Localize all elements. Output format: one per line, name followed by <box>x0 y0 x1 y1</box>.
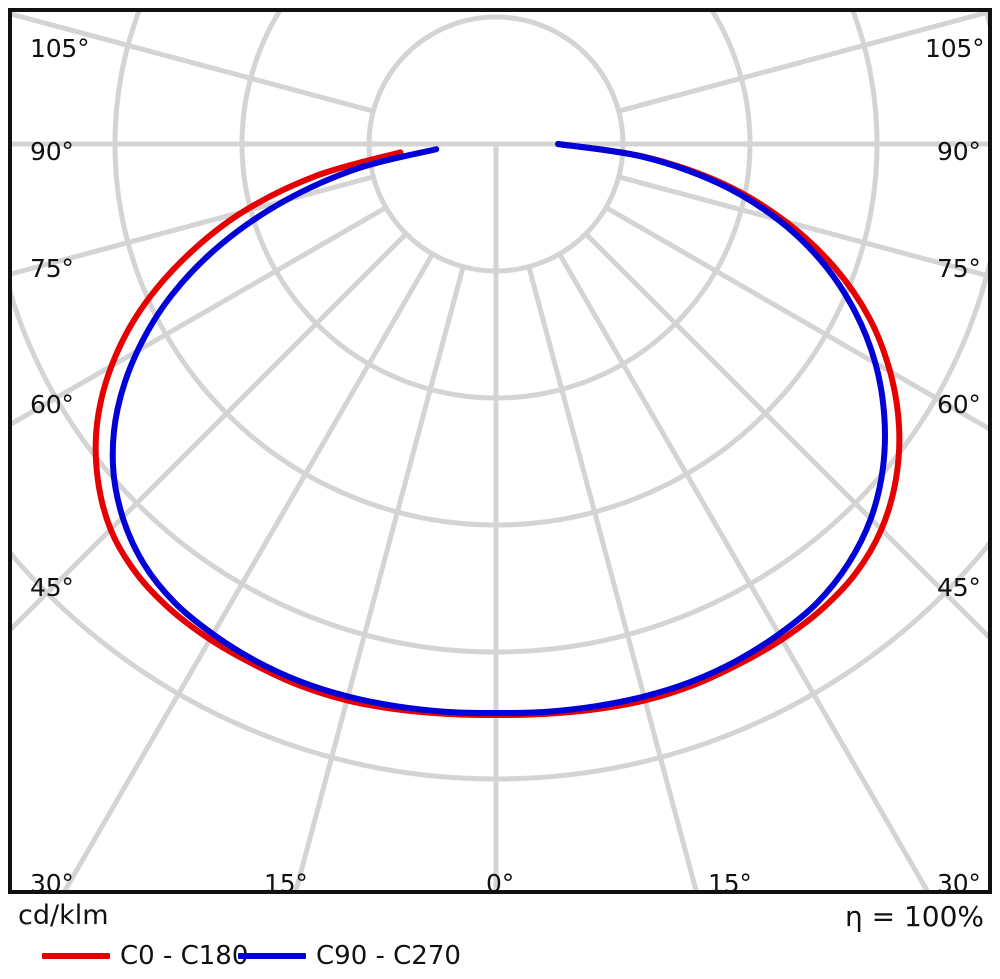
legend-entry-c0-c180: C0 - C180 <box>42 941 248 971</box>
axis-label-right-3: 60° <box>937 390 981 419</box>
axis-label-left-5: 30° <box>30 869 74 894</box>
polar-curves <box>92 141 903 718</box>
legend-label-c0-c180: C0 - C180 <box>120 941 249 971</box>
legend: cd/klm η = 100% C0 - C180 C90 - C270 <box>0 894 1000 979</box>
axis-label-right-5: 30° <box>937 869 981 894</box>
efficiency-label: η = 100% <box>844 900 984 933</box>
polar-plot-frame: 105° 90° 75° 60° 45° 30° 105° 90° 75° 60° 45° 30° 15… <box>8 8 992 894</box>
axis-label-right-0: 105° <box>925 34 985 63</box>
axis-label-left-4: 45° <box>30 573 74 602</box>
legend-label-c90-c270: C90 - C270 <box>316 941 461 971</box>
axis-label-left-1: 90° <box>30 137 74 166</box>
unit-label: cd/klm <box>18 900 109 931</box>
axis-label-left-3: 60° <box>30 390 74 419</box>
curve-c90-c270 <box>109 141 888 716</box>
legend-entry-c90-c270: C90 - C270 <box>238 941 461 971</box>
axis-label-bottom-0: 15° <box>264 869 308 894</box>
axis-label-right-2: 75° <box>937 254 981 283</box>
axis-label-right-1: 90° <box>937 137 981 166</box>
axis-label-left-0: 105° <box>30 34 90 63</box>
polar-plot-svg <box>12 12 988 890</box>
axis-label-right-4: 45° <box>937 573 981 602</box>
axis-label-bottom-1: 0° <box>486 869 515 894</box>
axis-label-left-2: 75° <box>30 254 74 283</box>
polar-grid <box>12 12 988 890</box>
axis-label-bottom-2: 15° <box>708 869 752 894</box>
legend-swatch-c90-c270 <box>238 953 306 959</box>
legend-swatch-c0-c180 <box>42 953 110 959</box>
